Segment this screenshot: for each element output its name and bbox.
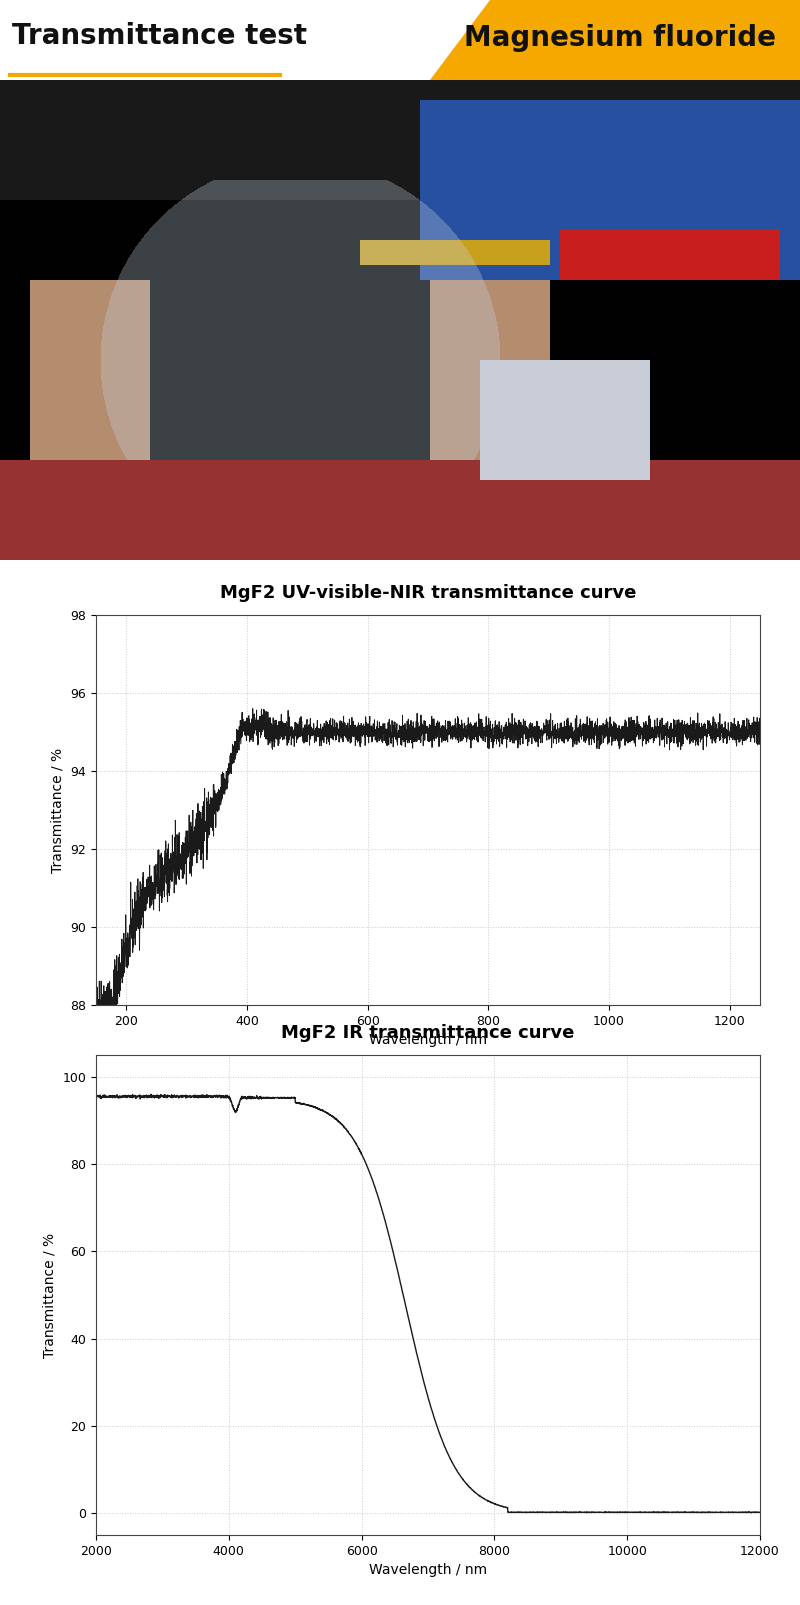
Text: Transmittance test: Transmittance test bbox=[12, 22, 307, 50]
Polygon shape bbox=[430, 0, 800, 80]
X-axis label: Wavelength / nm: Wavelength / nm bbox=[369, 1034, 487, 1048]
Y-axis label: Transmittance / %: Transmittance / % bbox=[43, 1233, 57, 1358]
Title: MgF2 UV-visible-NIR transmittance curve: MgF2 UV-visible-NIR transmittance curve bbox=[220, 584, 636, 602]
Title: MgF2 IR transmittance curve: MgF2 IR transmittance curve bbox=[282, 1024, 574, 1042]
Text: Magnesium fluoride: Magnesium fluoride bbox=[464, 24, 776, 53]
Y-axis label: Transmittance / %: Transmittance / % bbox=[50, 748, 65, 873]
X-axis label: Wavelength / nm: Wavelength / nm bbox=[369, 1563, 487, 1578]
